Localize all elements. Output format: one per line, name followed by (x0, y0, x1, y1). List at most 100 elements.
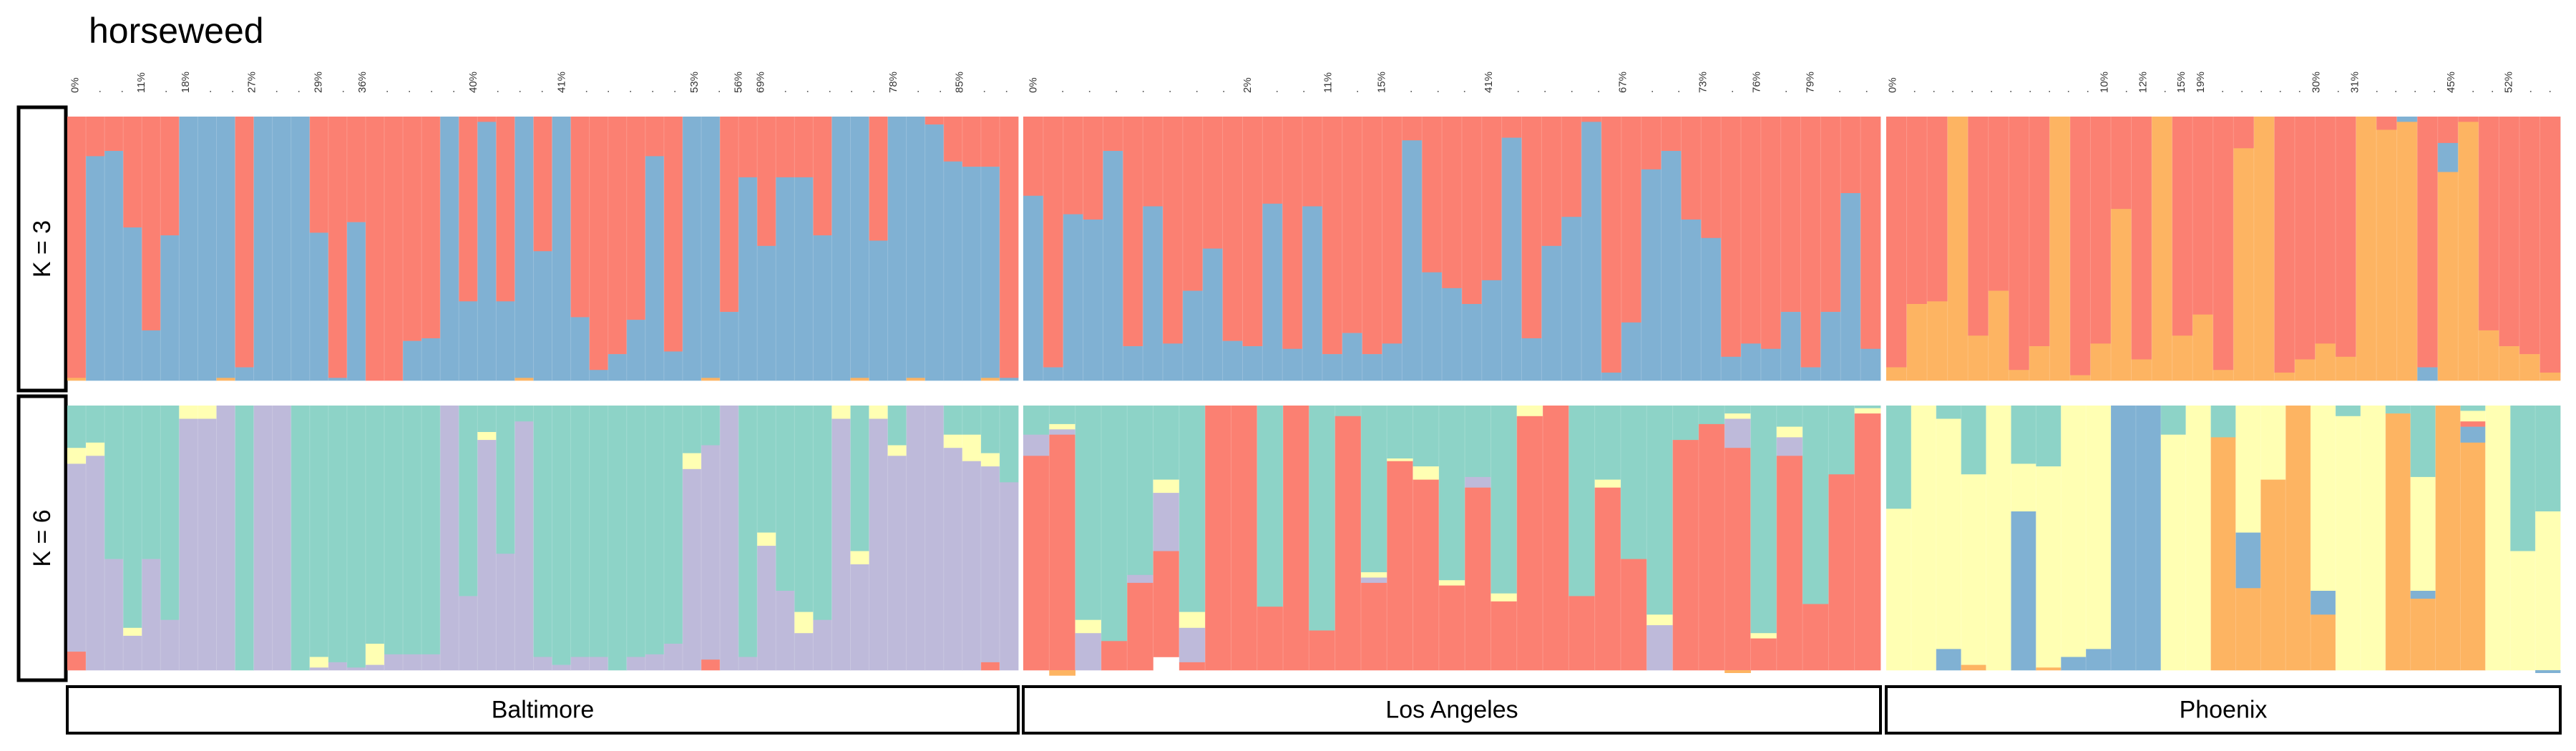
bar-segment (1481, 117, 1503, 281)
bar-segment (1231, 406, 1258, 671)
bar-segment (1521, 117, 1542, 339)
tick-label: 0% (69, 77, 82, 93)
bar-segment (869, 418, 888, 671)
bar-segment (1465, 476, 1491, 488)
bar-segment (626, 117, 646, 320)
bar-segment (1854, 406, 1881, 408)
bar-segment (365, 117, 385, 381)
bar-segment (943, 117, 963, 162)
bar-segment (2260, 479, 2286, 671)
bar-segment (2499, 346, 2520, 381)
tick-label: . (2117, 90, 2129, 93)
bar-segment (514, 378, 534, 381)
bar-segment (887, 406, 907, 446)
bar-segment (2376, 117, 2398, 130)
tick-label: 78% (887, 72, 899, 93)
row-label-box (16, 105, 68, 393)
bar-segment (794, 177, 814, 381)
tick-label: . (2272, 90, 2284, 93)
bar-segment (943, 406, 963, 435)
tick-label: . (2387, 90, 2399, 93)
bar-segment (645, 156, 665, 381)
bar-segment (421, 406, 441, 655)
tick-label: . (1215, 90, 1227, 93)
bar-segment (1988, 117, 2009, 291)
bar-segment (757, 406, 776, 533)
bar-segment (1465, 487, 1491, 671)
bar-segment (1968, 335, 1989, 381)
tick-label: . (224, 90, 236, 93)
bar-segment (1516, 406, 1543, 417)
bar-segment (1760, 348, 1782, 381)
bar-segment (2086, 406, 2112, 649)
bar-segment (2315, 117, 2336, 344)
bar-segment (197, 418, 217, 671)
bar-segment (1886, 406, 1912, 509)
bar-segment (1672, 440, 1699, 671)
bar-segment (1382, 343, 1402, 381)
tick-label: . (865, 90, 877, 93)
tick-label: . (1563, 90, 1576, 93)
tick-label: . (2214, 90, 2226, 93)
bar-segment (701, 406, 721, 446)
bar-segment (1701, 237, 1722, 381)
bar-segment (1123, 117, 1143, 347)
bar-segment (1262, 117, 1283, 205)
bar-segment (421, 117, 441, 339)
tick-label: . (1777, 90, 1790, 93)
bar-segment (1023, 117, 1044, 196)
bar-segment (365, 406, 385, 644)
bar-segment (701, 117, 721, 378)
bar-segment (2069, 117, 2091, 376)
bar-segment (1621, 322, 1642, 381)
bar-segment (1387, 461, 1413, 671)
bar-segment (831, 406, 851, 419)
tick-label: 12% (2137, 72, 2149, 93)
bar-segment (328, 662, 348, 671)
bar-segment (1501, 137, 1522, 381)
bar-segment (235, 117, 254, 368)
bar-segment (2235, 532, 2261, 589)
bar-segment (962, 434, 982, 461)
bar-segment (682, 453, 702, 470)
bar-segment (142, 559, 161, 671)
bar-segment (477, 406, 497, 433)
tick-label: . (1188, 90, 1200, 93)
bar-segment (1661, 150, 1682, 381)
bar-segment (608, 117, 628, 355)
bar-segment (123, 117, 142, 228)
bar-segment (1262, 203, 1283, 381)
tick-label: . (799, 90, 811, 93)
bar-segment (1646, 614, 1673, 626)
bar-segment (887, 445, 907, 456)
bar-segment (2061, 406, 2087, 657)
bar-segment (776, 591, 795, 671)
bar-segment (477, 122, 497, 381)
bar-segment (104, 150, 124, 381)
bar-segment (477, 117, 497, 122)
bar-segment (1561, 217, 1582, 381)
bar-segment (2437, 142, 2459, 172)
bar-segment (869, 117, 888, 241)
bar-segment (1724, 448, 1751, 671)
bar-segment (1672, 406, 1699, 441)
bar-segment (813, 406, 832, 620)
tick-label: . (1402, 90, 1415, 93)
bar-segment (1820, 312, 1841, 381)
tick-label: . (2464, 90, 2477, 93)
bar-segment (421, 654, 441, 671)
bar-segment (1860, 117, 1881, 350)
tick-label: . (512, 90, 524, 93)
bar-segment (1387, 458, 1413, 461)
tick-label: 85% (954, 72, 966, 93)
bar-segment (608, 406, 628, 671)
bar-segment (2086, 649, 2112, 671)
bar-segment (1360, 577, 1387, 584)
bar-segment (216, 406, 235, 671)
bar-segment (1936, 418, 1962, 649)
tick-label: 18% (180, 72, 192, 93)
bar-segment (682, 117, 702, 381)
bar-segment (1179, 627, 1206, 663)
bar-segment (2460, 411, 2486, 422)
bar-segment (496, 406, 515, 554)
